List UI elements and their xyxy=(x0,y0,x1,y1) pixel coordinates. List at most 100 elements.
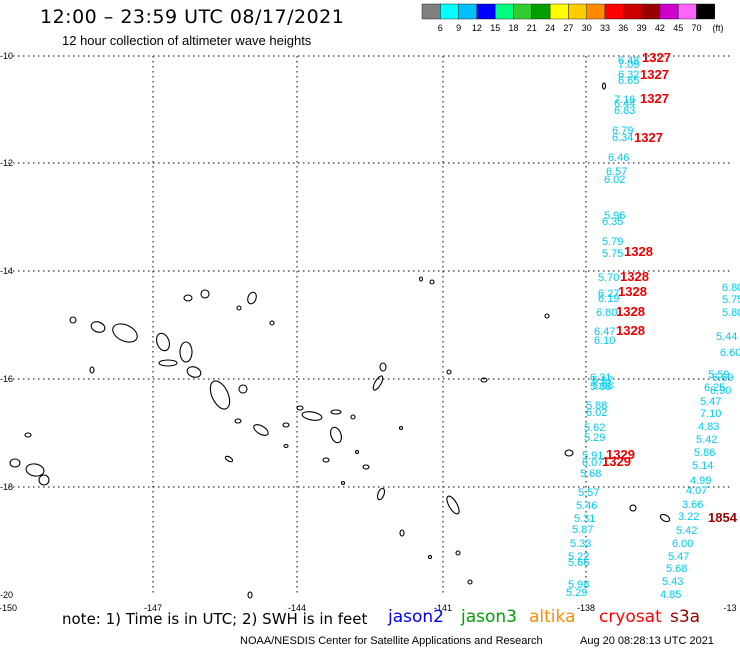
track-label: 6.00 xyxy=(672,538,693,550)
island-outline xyxy=(372,375,384,391)
track-label: 5.33 xyxy=(570,538,591,550)
track-label: 6.57 xyxy=(606,166,627,178)
island-outline xyxy=(376,487,386,501)
track-label: 6.44 xyxy=(614,98,635,110)
track-label: 5.14 xyxy=(692,460,713,472)
island-outline xyxy=(301,411,323,421)
footnote: note: 1) Time is in UTC; 2) SWH is in fe… xyxy=(62,610,368,628)
track-label: 6.90 xyxy=(710,385,731,397)
track-label: 6.46 xyxy=(608,152,629,164)
island-outline xyxy=(238,384,248,394)
track-label: 6.48 xyxy=(618,55,639,67)
island-outline xyxy=(253,424,269,436)
island-outline xyxy=(564,449,574,457)
track-label: 5.46 xyxy=(576,500,597,512)
island-outline xyxy=(247,291,257,305)
island-outline xyxy=(296,405,304,411)
track-label: 6.80 xyxy=(722,282,740,294)
island-outline xyxy=(379,362,387,372)
wave-height-colorbar: 6 9 12 15 18 21 24 27 30 33 36 39 42 45 70 (ft) xyxy=(421,3,724,33)
island-outline xyxy=(427,554,433,560)
track-label: 5.68 xyxy=(580,468,601,480)
track-label: 5.79 xyxy=(602,236,623,248)
legend-jason3: jason3 xyxy=(461,607,517,627)
island-outline xyxy=(362,464,370,470)
island-outline xyxy=(90,321,106,333)
lon-tick-label: -144 xyxy=(288,603,306,613)
island-outline xyxy=(480,377,488,383)
colorbar-tick-label: 36 xyxy=(618,23,628,33)
page-title: 12:00 – 23:59 UTC 08/17/2021 xyxy=(40,6,345,28)
colorbar-tick-label: 18 xyxy=(508,23,518,33)
island-outline xyxy=(156,332,170,352)
island-outline xyxy=(354,449,360,455)
track-label: 1329 xyxy=(602,454,631,469)
island-outline xyxy=(446,369,452,375)
island-outline xyxy=(340,480,346,486)
island-outline xyxy=(629,504,637,512)
colorbar-tick-label: 70 xyxy=(691,23,701,33)
track-label: 4.83 xyxy=(698,421,719,433)
track-label: 5.98 xyxy=(568,579,589,591)
track-label: 6.02 xyxy=(586,407,607,419)
lon-tick-label: -138 xyxy=(577,603,595,613)
track-label: 1328 xyxy=(624,244,653,259)
island-outline xyxy=(446,495,460,515)
lat-tick-label: -14 xyxy=(0,266,13,276)
colorbar-tick-label: 42 xyxy=(655,23,665,33)
track-label: 5.42 xyxy=(676,525,697,537)
island-outline xyxy=(247,591,253,599)
colorbar-tick-label: 24 xyxy=(545,23,555,33)
track-label: 5.68 xyxy=(666,563,687,575)
track-label: 1327 xyxy=(634,130,663,145)
colorbar-tick-label: 39 xyxy=(637,23,647,33)
track-label: 5.88 xyxy=(590,381,611,393)
track-label: 5.70 xyxy=(598,272,619,284)
track-label: 5.29 xyxy=(584,432,605,444)
island-outline xyxy=(330,409,342,415)
island-outline xyxy=(69,316,77,324)
track-label: 5.42 xyxy=(696,434,717,446)
track-label: 7.10 xyxy=(700,408,721,420)
track-label: 5.22 xyxy=(568,551,589,563)
lon-tick-label: -147 xyxy=(144,603,162,613)
colorbar-unit-label: (ft) xyxy=(713,23,724,33)
island-outline xyxy=(9,458,21,468)
track-label: 3.66 xyxy=(682,499,703,511)
track-label: 6.60 xyxy=(720,347,740,359)
island-outline xyxy=(236,305,242,311)
track-label: 1327 xyxy=(642,50,671,65)
track-label: 5.66 xyxy=(568,557,589,569)
track-label: 6.07 xyxy=(582,457,603,469)
colorbar-tick-label: 33 xyxy=(600,23,610,33)
island-outline xyxy=(200,289,210,299)
track-label: 6.10 xyxy=(594,335,615,347)
legend-cryosat: cryosat xyxy=(599,607,662,627)
colorbar-tick-label: 15 xyxy=(490,23,500,33)
colorbar-tick-label: 27 xyxy=(563,23,573,33)
legend-jason2: jason2 xyxy=(388,607,444,627)
track-label: 5.31 xyxy=(574,513,595,525)
track-label: 5.43 xyxy=(662,576,683,588)
island-outline xyxy=(112,323,138,343)
track-label: 5.44 xyxy=(716,331,737,343)
track-label: 5.96 xyxy=(604,210,625,222)
island-outline xyxy=(158,359,178,367)
colorbar-swatch xyxy=(696,3,715,20)
island-outline xyxy=(467,579,473,585)
colorbar-tick-label: 6 xyxy=(438,23,443,33)
island-outline xyxy=(429,279,435,285)
island-outline xyxy=(283,443,289,449)
island-outline xyxy=(24,432,32,438)
island-outline xyxy=(350,414,356,420)
track-label: 5.98 xyxy=(592,380,613,392)
island-outline xyxy=(330,426,342,444)
track-label: 7.16 xyxy=(614,94,635,106)
island-outline xyxy=(209,380,231,410)
island-outline xyxy=(322,457,330,463)
track-label: 5.29 xyxy=(566,587,587,599)
lat-tick-label: -16 xyxy=(0,374,13,384)
track-label: 6.47 xyxy=(594,326,615,338)
island-outline xyxy=(25,463,45,477)
colorbar-tick-label: 21 xyxy=(527,23,537,33)
